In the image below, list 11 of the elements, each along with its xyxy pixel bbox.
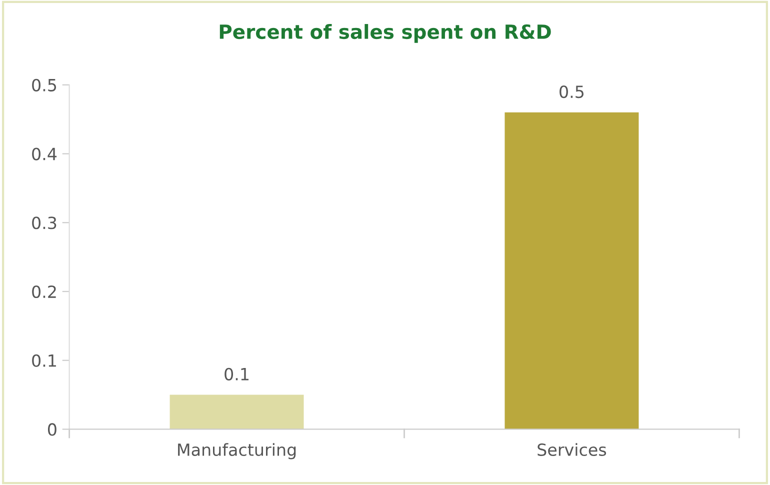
y-tick-label: 0.4: [32, 148, 57, 160]
x-tick-label: Services: [538, 443, 606, 456]
y-tick-label: 0.5: [32, 78, 56, 92]
chart-title: Percent of sales spent on R&D: [220, 24, 551, 43]
data-label: 0.5: [560, 85, 584, 98]
y-tick-label: 0: [48, 423, 56, 436]
y-tick-label: 0.3: [32, 216, 56, 230]
data-label: 0.1: [224, 368, 248, 380]
x-tick-label: Manufacturing: [178, 443, 296, 460]
y-tick-label: 0.2: [32, 285, 56, 298]
y-tick-label: 0.1: [32, 354, 56, 367]
